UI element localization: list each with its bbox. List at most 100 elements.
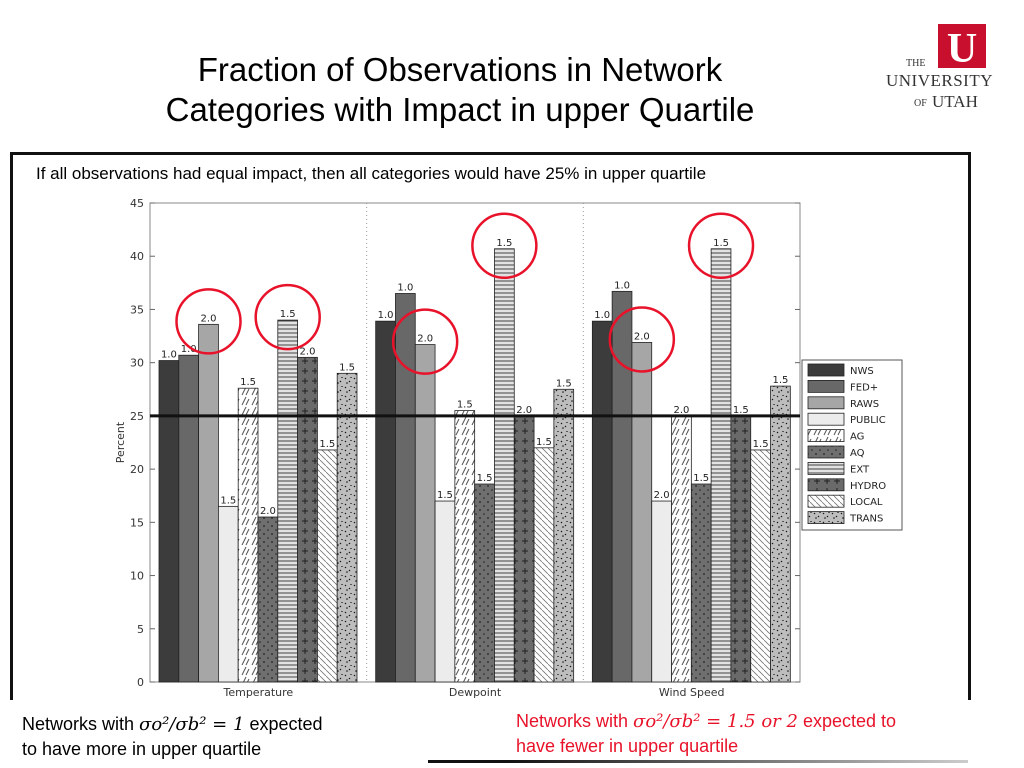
bar-fed--temperature bbox=[178, 354, 200, 683]
bar-value-label: 1.5 bbox=[220, 495, 236, 506]
x-category-label: Temperature bbox=[222, 686, 293, 699]
y-tick-label: 45 bbox=[130, 197, 144, 210]
bar-value-label: 1.5 bbox=[319, 439, 335, 450]
bar-value-label: 1.5 bbox=[437, 490, 453, 501]
legend-swatch-nws bbox=[807, 363, 845, 377]
footer-left-note: Networks with σo²/σb² = 1 expected to ha… bbox=[22, 712, 323, 761]
legend-label-fed-: FED+ bbox=[850, 382, 878, 393]
legend-swatch-trans bbox=[807, 511, 845, 525]
bar-value-label: 1.5 bbox=[496, 238, 512, 249]
x-category-label: Dewpoint bbox=[449, 686, 502, 699]
bar-nws-temperature bbox=[158, 360, 180, 683]
legend-label-aq: AQ bbox=[850, 448, 865, 459]
legend-label-public: PUBLIC bbox=[850, 415, 886, 426]
legend-label-ext: EXT bbox=[850, 464, 870, 475]
legend-swatch-local bbox=[807, 494, 845, 508]
legend-label-raws: RAWS bbox=[850, 399, 879, 410]
legend-label-local: LOCAL bbox=[850, 497, 883, 508]
chart-frame bbox=[10, 152, 971, 700]
bar-local-wind-speed bbox=[750, 449, 771, 683]
logo-of: OF bbox=[914, 98, 927, 109]
bar-raws-wind-speed bbox=[631, 342, 653, 683]
bar-local-dewpoint bbox=[533, 447, 555, 683]
university-of-utah-logo: U THE UNIVERSITY OF UTAH bbox=[886, 24, 993, 111]
bar-ext-temperature bbox=[277, 319, 299, 683]
bar-fed--dewpoint bbox=[395, 293, 416, 683]
bar-value-label: 1.5 bbox=[733, 405, 749, 416]
y-tick-label: 25 bbox=[130, 410, 144, 423]
bar-value-label: 2.0 bbox=[260, 506, 276, 517]
bar-trans-temperature bbox=[336, 372, 358, 683]
bar-value-label: 1.0 bbox=[161, 350, 177, 361]
equal-impact-note: If all observations had equal impact, th… bbox=[36, 164, 707, 183]
bar-fed--wind-speed bbox=[611, 290, 633, 683]
logo-block-icon bbox=[938, 24, 986, 68]
legend-swatch-hydro bbox=[807, 478, 845, 492]
y-tick-label: 40 bbox=[130, 250, 144, 263]
bar-value-label: 1.5 bbox=[693, 473, 709, 484]
bar-value-label: 1.0 bbox=[594, 310, 610, 321]
bar-aq-temperature bbox=[257, 516, 279, 683]
x-category-label: Wind Speed bbox=[659, 686, 725, 699]
logo-utah: UTAH bbox=[932, 92, 978, 111]
bar-value-label: 2.0 bbox=[201, 313, 217, 324]
footer-left-line2: to have more in upper quartile bbox=[22, 739, 262, 759]
bar-value-label: 1.5 bbox=[556, 378, 572, 389]
bar-trans-wind-speed bbox=[770, 385, 791, 683]
bar-value-label: 1.5 bbox=[240, 377, 256, 388]
bar-trans-dewpoint bbox=[553, 388, 575, 683]
bar-raws-dewpoint bbox=[414, 344, 436, 683]
title-line-1: Fraction of Observations in Network bbox=[197, 51, 723, 88]
bar-public-dewpoint bbox=[434, 500, 456, 683]
bar-ag-wind-speed bbox=[671, 415, 692, 683]
y-tick-label: 10 bbox=[130, 570, 144, 583]
bar-value-label: 1.0 bbox=[181, 344, 197, 355]
bar-public-temperature bbox=[218, 505, 239, 683]
footer-left-pre: Networks with bbox=[22, 714, 140, 734]
bar-value-label: 1.5 bbox=[339, 362, 355, 373]
bar-value-label: 1.5 bbox=[753, 439, 769, 450]
footer-right-post: expected to bbox=[797, 711, 897, 731]
bar-hydro-temperature bbox=[297, 356, 318, 683]
bar-ext-wind-speed bbox=[710, 248, 732, 683]
footer-right-math: σo²/σb² = 1.5 or 2 bbox=[633, 711, 798, 732]
bar-value-label: 1.5 bbox=[536, 437, 552, 448]
bar-value-label: 2.0 bbox=[673, 405, 689, 416]
bar-value-label: 2.0 bbox=[654, 490, 670, 501]
legend-label-trans: TRANS bbox=[849, 514, 883, 525]
y-tick-label: 0 bbox=[137, 676, 144, 689]
legend-label-ag: AG bbox=[850, 432, 864, 443]
bar-value-label: 1.5 bbox=[772, 375, 788, 386]
logo-university: UNIVERSITY bbox=[886, 71, 993, 90]
bar-value-label: 1.5 bbox=[477, 473, 493, 484]
y-axis-label: Percent bbox=[114, 421, 127, 463]
bar-value-label: 2.0 bbox=[417, 334, 433, 345]
bar-nws-wind-speed bbox=[591, 320, 613, 683]
bar-aq-wind-speed bbox=[690, 483, 712, 683]
bar-value-label: 1.0 bbox=[397, 282, 413, 293]
highlight-circle bbox=[471, 212, 538, 280]
footer-right-note: Networks with σo²/σb² = 1.5 or 2 expecte… bbox=[516, 709, 896, 758]
bar-value-label: 1.5 bbox=[457, 400, 473, 411]
bar-nws-dewpoint bbox=[375, 320, 396, 683]
bar-hydro-wind-speed bbox=[730, 415, 752, 683]
highlight-circle bbox=[175, 288, 242, 355]
bar-value-label: 2.0 bbox=[634, 331, 650, 342]
footer-left-post: expected bbox=[244, 714, 323, 734]
y-tick-label: 20 bbox=[130, 463, 144, 476]
logo-the: THE bbox=[906, 58, 925, 69]
legend-swatch-ext bbox=[807, 461, 845, 475]
legend-swatch-raws bbox=[807, 396, 845, 410]
bar-ext-dewpoint bbox=[494, 248, 515, 683]
bar-local-temperature bbox=[316, 449, 338, 683]
legend-label-nws: NWS bbox=[850, 366, 874, 377]
bar-value-label: 2.0 bbox=[516, 405, 532, 416]
title-line-2: Categories with Impact in upper Quartile bbox=[165, 91, 755, 128]
footer-right-pre: Networks with bbox=[516, 711, 634, 731]
bar-value-label: 1.5 bbox=[713, 238, 729, 249]
y-tick-label: 30 bbox=[130, 357, 144, 370]
bar-hydro-dewpoint bbox=[513, 415, 535, 683]
bar-value-label: 1.0 bbox=[614, 280, 630, 291]
bar-raws-temperature bbox=[198, 323, 219, 683]
bar-value-label: 1.0 bbox=[378, 310, 394, 321]
